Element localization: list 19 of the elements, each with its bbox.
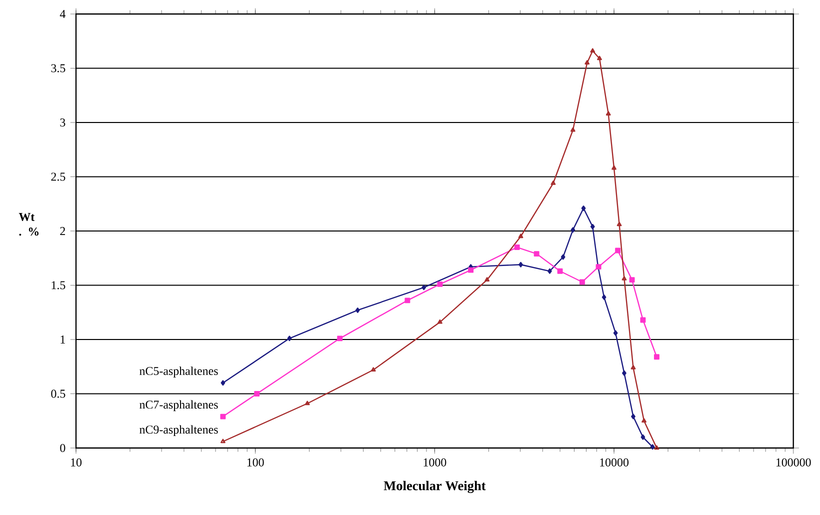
y-tick-label: 0.5 [51,390,66,398]
y-tick-label: 0 [60,444,66,452]
y-tick-label: 2.5 [51,172,66,181]
x-tick-label: 10 [71,458,82,466]
y-tick-label: 3.5 [51,64,66,72]
series-label: nC5-asphaltenes [140,366,218,378]
series-label: nC9-asphaltenes [140,425,218,436]
y-tick-label: 1.5 [52,281,66,290]
x-tick-label: 100 [247,458,264,466]
x-axis-title: Molecular Weight [384,480,486,494]
y-tick-label: 3 [60,118,66,127]
y-tick-label: 1 [60,336,65,344]
x-tick-label: 10000 [600,458,628,466]
y-axis-title: Wt . % [18,213,39,236]
x-tick-label: 100000 [776,458,811,466]
y-tick-label: 2 [60,227,65,235]
x-tick-label: 1000 [424,458,446,466]
y-tick-label: 4 [60,10,66,18]
series-label: nC7-asphaltenes [140,400,218,412]
